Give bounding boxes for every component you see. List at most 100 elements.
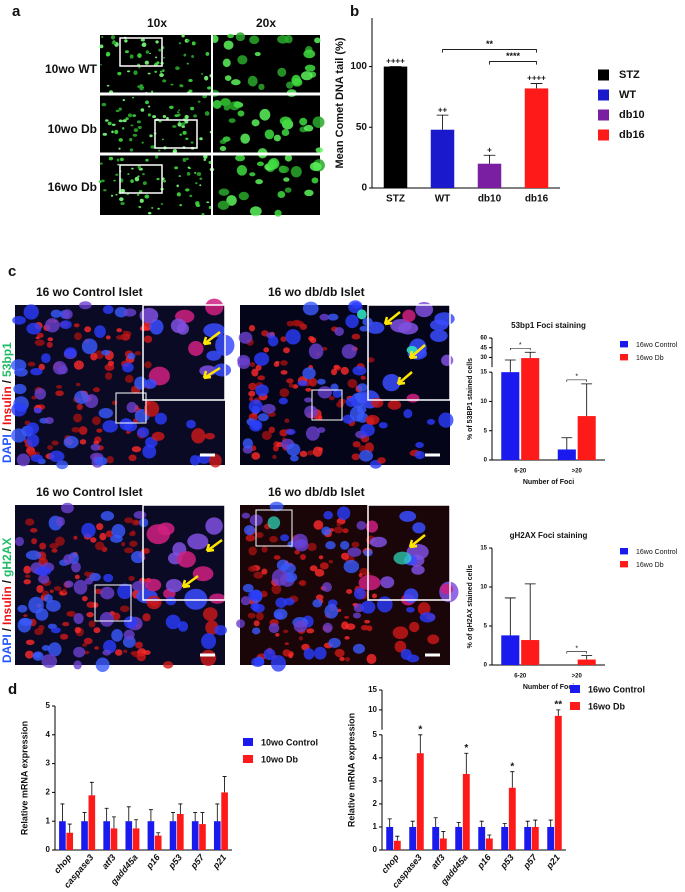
texture-dot <box>237 55 248 65</box>
texture-dot <box>130 550 145 564</box>
bar <box>393 840 401 850</box>
texture-dot <box>38 574 50 584</box>
texture-dot <box>31 538 38 545</box>
texture-dot <box>345 397 358 408</box>
image-title: 16 wo Control Islet <box>36 285 143 299</box>
texture-dot <box>157 149 161 152</box>
texture-dot <box>278 397 288 405</box>
overlay <box>94 35 451 657</box>
texture-dot <box>110 35 116 40</box>
stain-label: DAPI / Insulin / gH2AX <box>0 538 14 663</box>
y-tick-label: 5 <box>484 624 488 630</box>
y-tick-label: 50 <box>356 122 368 133</box>
texture-dot <box>131 519 141 526</box>
texture-dot <box>76 403 83 410</box>
legend-label: 10wo Control <box>261 737 318 747</box>
texture-dot <box>118 119 123 123</box>
texture-dot <box>333 526 344 534</box>
texture-dot <box>273 134 281 142</box>
texture-dot <box>305 387 312 392</box>
texture-dot <box>131 530 136 535</box>
texture-dot <box>261 403 276 414</box>
arrow <box>202 366 221 380</box>
texture-dot <box>290 455 299 462</box>
stain-part: gH2AX <box>0 538 14 577</box>
texture-dot <box>123 308 137 317</box>
texture-dot <box>107 121 112 126</box>
texture-dot <box>314 37 321 44</box>
texture-dot <box>149 52 152 55</box>
bar <box>501 372 520 460</box>
texture-dot <box>204 111 210 116</box>
legend-swatch <box>620 354 628 361</box>
texture-dot <box>353 587 366 600</box>
texture-dot <box>186 39 190 42</box>
texture-dot <box>297 380 308 387</box>
texture-dot <box>60 633 69 640</box>
texture-dot <box>233 101 242 108</box>
inset-frame <box>367 504 451 601</box>
texture-dot <box>145 100 149 105</box>
y-tick-label: 10 <box>480 585 487 591</box>
inset-box <box>154 119 198 149</box>
texture-dot <box>317 378 326 385</box>
texture-dot <box>248 324 256 332</box>
column-label: 10x <box>147 16 167 30</box>
texture-dot <box>147 113 151 117</box>
texture-dot <box>402 309 416 323</box>
texture-dot <box>307 450 315 456</box>
texture-dot <box>249 206 262 217</box>
texture-dot <box>94 646 99 650</box>
bar <box>125 821 133 850</box>
texture-dot <box>114 129 119 135</box>
texture-dot <box>186 157 189 161</box>
texture-dot <box>178 42 182 45</box>
texture-dot <box>250 602 260 611</box>
texture-dot <box>55 536 65 547</box>
annotation: * <box>575 374 578 381</box>
y-tick-label: 0 <box>373 845 378 854</box>
texture-dot <box>122 649 128 653</box>
texture-dot <box>144 194 150 199</box>
texture-dot <box>137 53 142 58</box>
texture-dot <box>73 660 82 670</box>
texture-dot <box>36 584 44 593</box>
texture-dot <box>35 608 49 621</box>
texture-dot <box>127 352 136 360</box>
error-bar <box>504 359 516 373</box>
legend-label: 16wo Db <box>636 355 664 362</box>
texture-dot <box>51 548 58 553</box>
y-tick-label: 2 <box>46 788 51 797</box>
legend-swatch <box>243 755 253 763</box>
texture-dot <box>292 533 308 549</box>
texture-dot <box>429 319 449 331</box>
texture-dot <box>336 401 345 408</box>
texture-dot <box>351 541 360 548</box>
texture-dot <box>119 197 124 202</box>
texture-dot <box>123 547 134 554</box>
texture-dot <box>50 309 62 318</box>
texture-dot <box>73 613 84 624</box>
texture-dot <box>47 337 54 342</box>
texture-dot <box>162 180 167 183</box>
significance-bracket <box>442 49 537 53</box>
texture-dot <box>174 166 179 170</box>
error-bar <box>533 819 538 827</box>
texture-dot <box>387 400 402 410</box>
texture-dot <box>133 510 147 519</box>
texture-dot <box>74 574 80 580</box>
texture-dot <box>238 191 249 201</box>
texture-dot <box>319 313 330 321</box>
texture-dot <box>115 649 123 656</box>
legend-swatch <box>620 341 628 348</box>
texture-dot <box>403 409 413 419</box>
x-axis-label: Number of Foci <box>523 684 574 691</box>
texture-dot <box>50 627 61 634</box>
texture-dot <box>99 44 104 49</box>
texture-dot <box>302 367 316 380</box>
texture-dot <box>145 50 150 54</box>
texture-dot <box>318 447 323 452</box>
texture-dot <box>392 626 409 640</box>
texture-dot <box>427 634 440 645</box>
texture-dot <box>273 608 288 620</box>
